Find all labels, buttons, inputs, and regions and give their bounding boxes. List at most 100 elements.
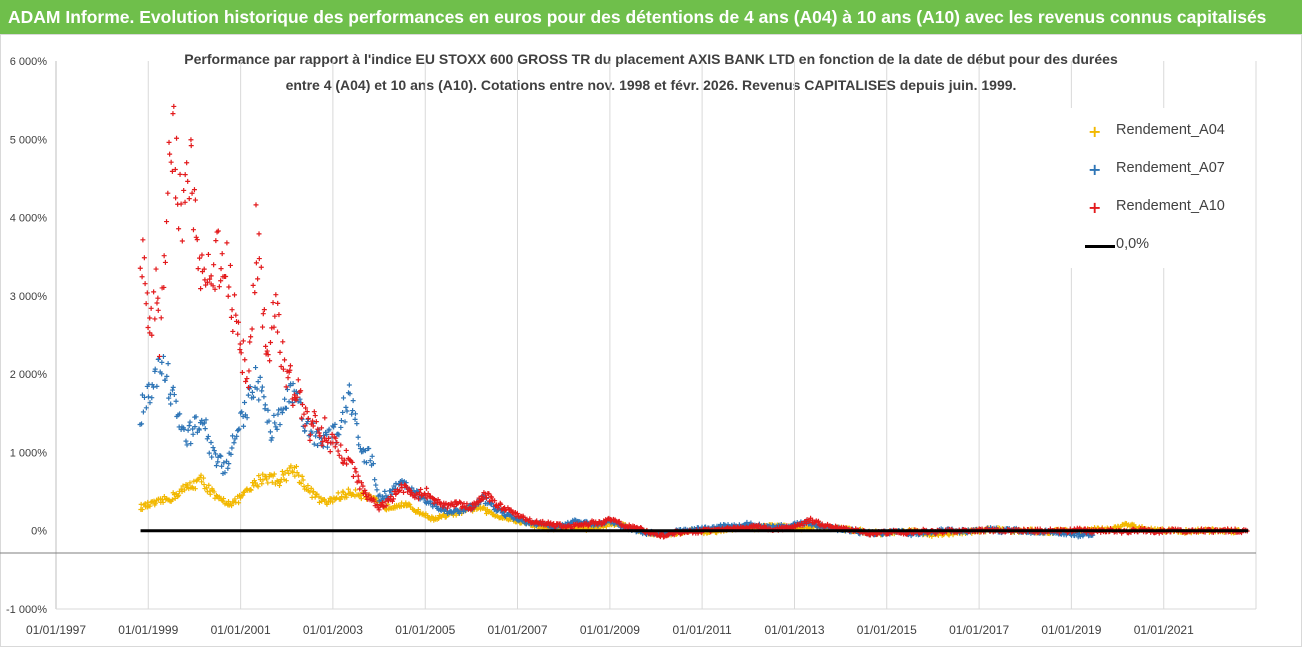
data-point [185,427,191,433]
data-point [373,482,379,488]
data-point [324,501,330,507]
data-point [208,273,214,279]
data-point [335,431,341,437]
data-point [140,409,146,415]
data-point [268,437,274,443]
data-point [557,521,563,527]
data-point [192,486,198,492]
data-point [221,496,227,502]
data-point [498,501,504,507]
data-point [293,463,299,469]
data-point [181,426,187,432]
data-point [229,307,235,313]
data-point [265,480,271,486]
data-point [158,315,164,321]
data-point [249,326,255,332]
data-point [255,379,261,385]
data-point [489,494,495,500]
data-point [263,343,269,349]
data-point [806,518,812,524]
data-point [307,437,313,443]
data-point [285,375,291,381]
data-point [199,479,205,485]
data-point [361,459,367,465]
data-point [406,501,412,507]
data-point [315,442,321,448]
data-point [267,429,273,435]
data-point [297,396,303,402]
data-point [334,495,340,501]
data-point [206,482,212,488]
data-point [198,472,204,478]
data-point [424,495,430,501]
data-point [276,483,282,489]
data-point [223,274,229,280]
data-point [265,352,271,358]
data-point [171,103,177,109]
data-point [256,231,262,237]
data-point [438,508,444,514]
data-point [199,269,205,275]
data-point [479,493,485,499]
y-tick-label: 6 000% [10,56,48,68]
data-point [248,487,254,493]
data-point [471,505,477,511]
data-point [332,421,338,427]
data-point [403,484,409,490]
data-point [355,473,361,479]
data-point [204,485,210,491]
data-point [288,463,294,469]
data-point [244,376,250,382]
data-point [237,347,243,353]
data-point [250,282,256,288]
data-point [338,424,344,430]
data-point [266,418,272,424]
data-point [393,490,399,496]
data-point [260,311,266,317]
x-tick-label: 01/01/2013 [764,623,824,637]
data-point [182,172,188,178]
data-point [222,470,228,476]
data-point [168,159,174,165]
data-point [253,202,259,208]
data-point [784,523,790,529]
data-point [213,238,219,244]
data-point [468,507,474,513]
data-point [397,488,403,494]
data-point [376,507,382,513]
data-point [280,339,286,345]
data-point [300,477,306,483]
data-point [480,504,486,510]
data-point [159,371,165,377]
data-point [256,256,262,262]
data-point [166,139,172,145]
data-point [282,470,288,476]
data-point [367,458,373,464]
data-point [279,410,285,416]
data-point [250,394,256,400]
data-point [353,469,359,475]
data-point [226,461,232,467]
data-point [267,358,273,364]
banner-title: ADAM Informe. Evolution historique des p… [8,7,1267,27]
data-point [352,416,358,422]
data-point [316,430,322,436]
data-point [284,467,290,473]
data-point [358,496,364,502]
data-point [659,531,665,537]
data-point [345,486,351,492]
data-point [151,289,157,295]
data-point [186,423,192,429]
data-point [350,408,356,414]
data-point [184,442,190,448]
data-point [243,378,249,384]
y-tick-label: -1 000% [6,604,47,616]
y-axis: -1 000% 0% 1 000% 2 000% 3 000% 4 000% 5 000% 6… [6,56,47,616]
data-point [757,523,763,529]
data-point [164,373,170,379]
data-point [307,432,313,438]
data-point [205,251,211,257]
data-point [538,521,544,527]
data-point [391,483,397,489]
